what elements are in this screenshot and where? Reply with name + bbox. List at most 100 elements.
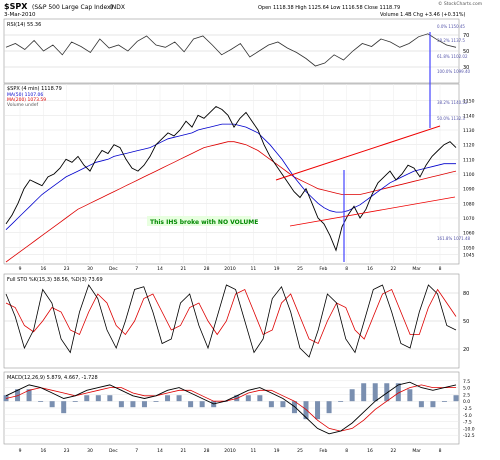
stoch-d-line	[5, 288, 457, 345]
macd-histogram-bar	[349, 389, 355, 402]
macd-histogram	[3, 383, 459, 420]
fib-label-1: 38.2% 1137.5	[437, 38, 465, 43]
macd-histogram-bar	[418, 401, 424, 408]
macd-histogram-bar	[72, 401, 78, 402]
macd-histogram-bar	[153, 401, 159, 402]
macd-panel: MACD(12,26,9) 5.879, 4.667, -1.728 7.55.…	[3, 371, 475, 445]
macd-histogram-bar	[176, 395, 182, 402]
fib-label-0: 0.0% 1150.45	[437, 24, 465, 29]
x-axis-label: 7	[135, 448, 138, 454]
x-axis-label: 16	[367, 266, 373, 272]
x-axis-label: 7	[135, 266, 138, 272]
stoch-legend: Full STO %K(15,3) 38.56, %D(3) 73.69	[7, 277, 103, 283]
macd-tick-label: -10.0	[463, 426, 475, 432]
x-axis-label: 19	[274, 266, 280, 272]
macd-histogram-bar	[188, 401, 194, 408]
x-axis-label: 16	[40, 266, 46, 272]
macd-histogram-bar	[430, 401, 436, 408]
price-tick-label: 1110	[463, 157, 475, 163]
x-axis-label: 19	[274, 448, 280, 454]
macd-legend: MACD(12,26,9) 5.879, 4.667, -1.728	[7, 375, 98, 381]
macd-histogram-bar	[441, 401, 447, 402]
rsi-tick-50: 50	[463, 49, 469, 55]
price-grid	[4, 84, 459, 264]
macd-histogram-bar	[361, 383, 367, 402]
price-legend-volume: Volume undef	[7, 102, 38, 108]
macd-tick-label: -7.5	[463, 420, 472, 426]
x-axis-label: 28	[204, 266, 210, 272]
x-axis-label: 11	[250, 266, 256, 272]
macd-histogram-bar	[315, 401, 321, 420]
macd-histogram-bar	[245, 395, 251, 402]
x-axis-label: Dec	[109, 448, 118, 454]
x-axis-label: 21	[180, 448, 186, 454]
x-axis-label: 28	[204, 448, 210, 454]
price-ticks: 1150 1140 1130 1120 1110 1100 1090 1080 1070 1060…	[463, 99, 475, 259]
macd-histogram-bar	[141, 401, 147, 408]
x-axis-label: 2010	[224, 448, 236, 454]
macd-histogram-bar	[395, 383, 401, 402]
header-date: 3-Mar-2010	[4, 12, 36, 18]
stoch-k-line	[5, 284, 457, 358]
price-legend-symbol: $SPX (4 min) 1118.79	[7, 86, 62, 92]
price-tick-label: 1090	[463, 187, 475, 193]
price-tick-label: 1140	[463, 113, 475, 119]
rsi-panel: RSI(14) 55.36 70 50 30 0.0% 1150.45 38.2…	[3, 18, 471, 84]
x-axis-price: 9 16 23 30 Dec 7 14 21 28 2010 11 19 25 Feb 8 16 22 Mar 8	[19, 266, 442, 272]
x-axis-label: Mar	[412, 266, 421, 272]
header-watermark: © StockCharts.com	[438, 0, 482, 7]
header-symbol: $SPX	[4, 2, 28, 11]
price-tick-label: 1130	[463, 128, 475, 134]
macd-histogram-bar	[130, 401, 136, 408]
x-axis-label: 22	[390, 266, 396, 272]
macd-histogram-bar	[338, 401, 344, 402]
macd-histogram-bar	[95, 395, 101, 402]
x-axis-label: 16	[367, 448, 373, 454]
macd-histogram-bar	[15, 389, 21, 402]
fib-label-6: 161.8% 1071.48	[437, 236, 471, 241]
x-axis-label: 21	[180, 266, 186, 272]
macd-ticks: 7.55.02.50.0-2.5-5.0-7.5-10.0-12.5	[463, 379, 475, 439]
x-axis-label: 22	[390, 448, 396, 454]
macd-histogram-bar	[199, 401, 205, 408]
header-volume: Volume 1.4B Chg +3.46 (+0.31%)	[380, 12, 466, 18]
rsi-legend: RSI(14) 55.36	[7, 22, 41, 28]
annotation-box	[147, 216, 251, 226]
macd-tick-label: 2.5	[463, 392, 470, 398]
price-tick-label: 1050	[463, 245, 475, 251]
x-axis-label: 8	[439, 266, 442, 272]
price-line	[5, 105, 457, 252]
x-axis-label: 14	[157, 448, 163, 454]
price-tick-label: 1080	[463, 201, 475, 207]
macd-histogram-bar	[107, 395, 113, 402]
rsi-tick-30: 30	[463, 65, 469, 71]
macd-tick-label: -5.0	[463, 413, 472, 419]
header-exchange: INDX	[110, 4, 125, 11]
macd-histogram-bar	[407, 389, 413, 402]
price-legend-ma50: MA(50) 1107.06	[7, 92, 43, 98]
macd-tick-label: 7.5	[463, 379, 470, 385]
x-axis-label: 9	[19, 448, 22, 454]
x-axis-macd: 9 16 23 30 Dec 7 14 21 28 2010 11 19 25 Feb 8 16 22 Mar 8	[19, 448, 442, 454]
x-axis-label: Mar	[412, 448, 421, 454]
macd-histogram-bar	[84, 395, 90, 402]
macd-tick-label: -12.5	[463, 433, 475, 439]
macd-histogram-bar	[303, 401, 309, 420]
rsi-line	[5, 33, 457, 67]
x-axis-label: 30	[87, 266, 93, 272]
ihs-neckline	[275, 125, 441, 181]
x-axis-label: 16	[40, 448, 46, 454]
macd-histogram-bar	[372, 383, 378, 402]
x-axis-label: 8	[345, 448, 348, 454]
macd-histogram-bar	[257, 395, 263, 402]
macd-histogram-bar	[61, 401, 67, 414]
price-tick-label: 1120	[463, 143, 475, 149]
ma50-line	[5, 123, 456, 230]
rsi-tick-70: 70	[463, 33, 469, 39]
macd-line	[5, 381, 457, 435]
stoch-tick-80: 80	[463, 291, 469, 297]
header-name: (S&P 500 Large Cap Index)	[32, 4, 113, 11]
x-axis-label: Feb	[319, 266, 327, 272]
x-axis-label: 30	[87, 448, 93, 454]
